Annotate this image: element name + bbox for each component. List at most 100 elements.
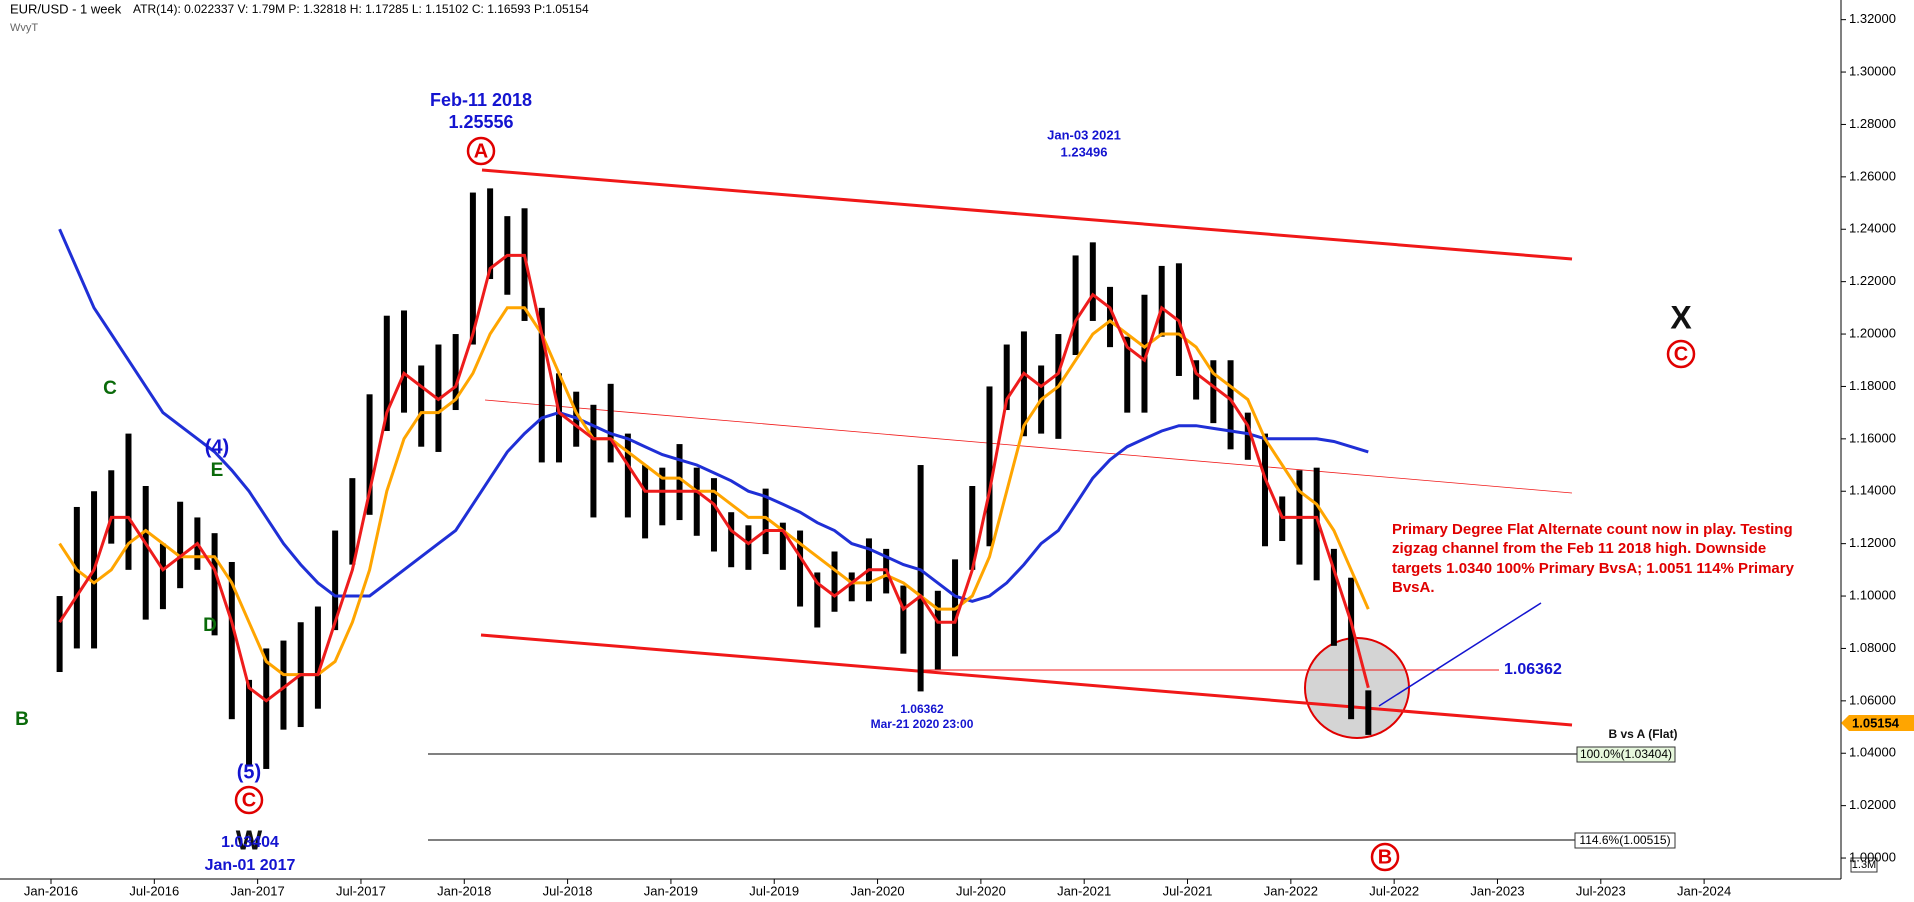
price-bar xyxy=(1124,336,1131,413)
price-bar xyxy=(745,525,752,570)
price-bar xyxy=(693,467,700,536)
level-label: 1.06362 xyxy=(1504,661,1562,678)
y-tick-label: 1.16000 xyxy=(1849,430,1896,445)
price-tag-label: 1.05154 xyxy=(1852,715,1900,730)
x-tick-label: Jul-2023 xyxy=(1576,883,1626,898)
wave-label: (4) xyxy=(205,436,229,458)
annotation: 1.23496 xyxy=(1061,144,1108,159)
price-bar xyxy=(969,486,976,570)
price-bar xyxy=(1072,255,1079,356)
x-tick-label: Jul-2018 xyxy=(543,883,593,898)
wave-circle xyxy=(466,136,496,166)
x-tick-label: Jan-2017 xyxy=(231,883,285,898)
y-tick-label: 1.22000 xyxy=(1849,273,1896,288)
price-bar xyxy=(159,543,166,610)
price-bar xyxy=(1330,548,1337,646)
price-bar xyxy=(1348,577,1355,720)
y-tick-label: 1.08000 xyxy=(1849,640,1896,655)
price-bar xyxy=(452,334,459,411)
wave-label: C xyxy=(103,378,117,399)
wave-label: C xyxy=(1674,343,1688,365)
moving-average xyxy=(58,228,1369,603)
price-bar xyxy=(1107,286,1114,348)
price-bar xyxy=(177,501,184,589)
price-bar xyxy=(1365,690,1372,735)
wave-label: B xyxy=(15,709,29,730)
wave-label: X xyxy=(1670,299,1692,335)
price-bar xyxy=(487,188,494,280)
price-bar xyxy=(728,512,735,568)
price-bar xyxy=(1193,360,1200,400)
commentary: BvsA. xyxy=(1392,579,1435,596)
price-bar xyxy=(314,606,321,709)
price-bar xyxy=(246,679,253,767)
y-tick-label: 1.30000 xyxy=(1849,63,1896,78)
annotation: 1.03404 xyxy=(221,834,279,851)
price-bar xyxy=(521,208,528,321)
price-bar xyxy=(73,506,80,649)
price-bar xyxy=(659,467,666,526)
commentary: Primary Degree Flat Alternate count now … xyxy=(1392,521,1793,538)
x-tick-label: Jan-2022 xyxy=(1264,883,1318,898)
x-tick-label: Jul-2016 xyxy=(129,883,179,898)
highlight-ellipse xyxy=(1304,637,1410,739)
x-tick-label: Jan-2024 xyxy=(1677,883,1731,898)
y-tick-label: 1.00000 xyxy=(1849,849,1896,864)
price-bar xyxy=(349,478,356,565)
x-tick-label: Jan-2021 xyxy=(1057,883,1111,898)
price-bar xyxy=(418,365,425,447)
price-bar xyxy=(848,572,855,602)
price-bar xyxy=(624,433,631,518)
price-bar xyxy=(1158,265,1165,337)
y-tick-label: 1.12000 xyxy=(1849,535,1896,550)
y-tick-label: 1.32000 xyxy=(1849,11,1896,26)
price-bar xyxy=(1210,360,1217,424)
x-tick-label: Jan-2020 xyxy=(850,883,904,898)
y-tick-label: 1.24000 xyxy=(1849,221,1896,236)
price-bar xyxy=(762,488,769,555)
wave-label: B xyxy=(1378,846,1392,868)
y-tick-label: 1.10000 xyxy=(1849,587,1896,602)
wave-circle xyxy=(1666,339,1696,369)
wave-label: E xyxy=(211,460,224,481)
x-tick-label: Jul-2020 xyxy=(956,883,1006,898)
volume-label: 1.3M xyxy=(1852,859,1876,871)
price-bar xyxy=(280,640,287,730)
price-bar xyxy=(555,373,562,463)
price-bar xyxy=(125,433,132,570)
fib-box xyxy=(1576,746,1676,763)
price-bar xyxy=(814,572,821,628)
price-bar xyxy=(710,478,717,552)
price-bar xyxy=(211,533,218,636)
plot-area xyxy=(0,0,1841,879)
y-tick-label: 1.14000 xyxy=(1849,483,1896,498)
subtitle: ATR(14): 0.022337 V: 1.79M P: 1.32818 H:… xyxy=(133,2,589,16)
wave-circle xyxy=(234,785,264,815)
x-tick-label: Jan-2018 xyxy=(437,883,491,898)
price-bar xyxy=(1089,242,1096,321)
y-tick-label: 1.18000 xyxy=(1849,378,1896,393)
commentary: targets 1.0340 100% Primary BvsA; 1.0051… xyxy=(1392,560,1795,577)
moving-average xyxy=(58,253,1370,703)
chart-title: EUR/USD - 1 week xyxy=(10,1,122,16)
commentary: zigzag channel from the Feb 11 2018 high… xyxy=(1392,540,1766,557)
fib-title: B vs A (Flat) xyxy=(1608,727,1677,741)
y-tick-label: 1.20000 xyxy=(1849,325,1896,340)
price-bar xyxy=(676,444,683,521)
price-bar xyxy=(607,383,614,463)
price-bar xyxy=(263,648,270,769)
price-bar xyxy=(1141,294,1148,413)
fib-label: 114.6%(1.00515) xyxy=(1579,833,1670,847)
price-bar xyxy=(142,486,149,620)
wave-label: (5) xyxy=(237,761,261,783)
fib-box xyxy=(1574,832,1676,849)
x-tick-label: Jul-2021 xyxy=(1163,883,1213,898)
x-tick-label: Jul-2022 xyxy=(1369,883,1419,898)
watermark: WvyT xyxy=(10,22,38,34)
price-bar xyxy=(1262,433,1269,547)
price-bar xyxy=(56,596,63,673)
price-bar xyxy=(900,585,907,654)
x-tick-label: Jan-2023 xyxy=(1470,883,1524,898)
x-tick-label: Jul-2019 xyxy=(749,883,799,898)
